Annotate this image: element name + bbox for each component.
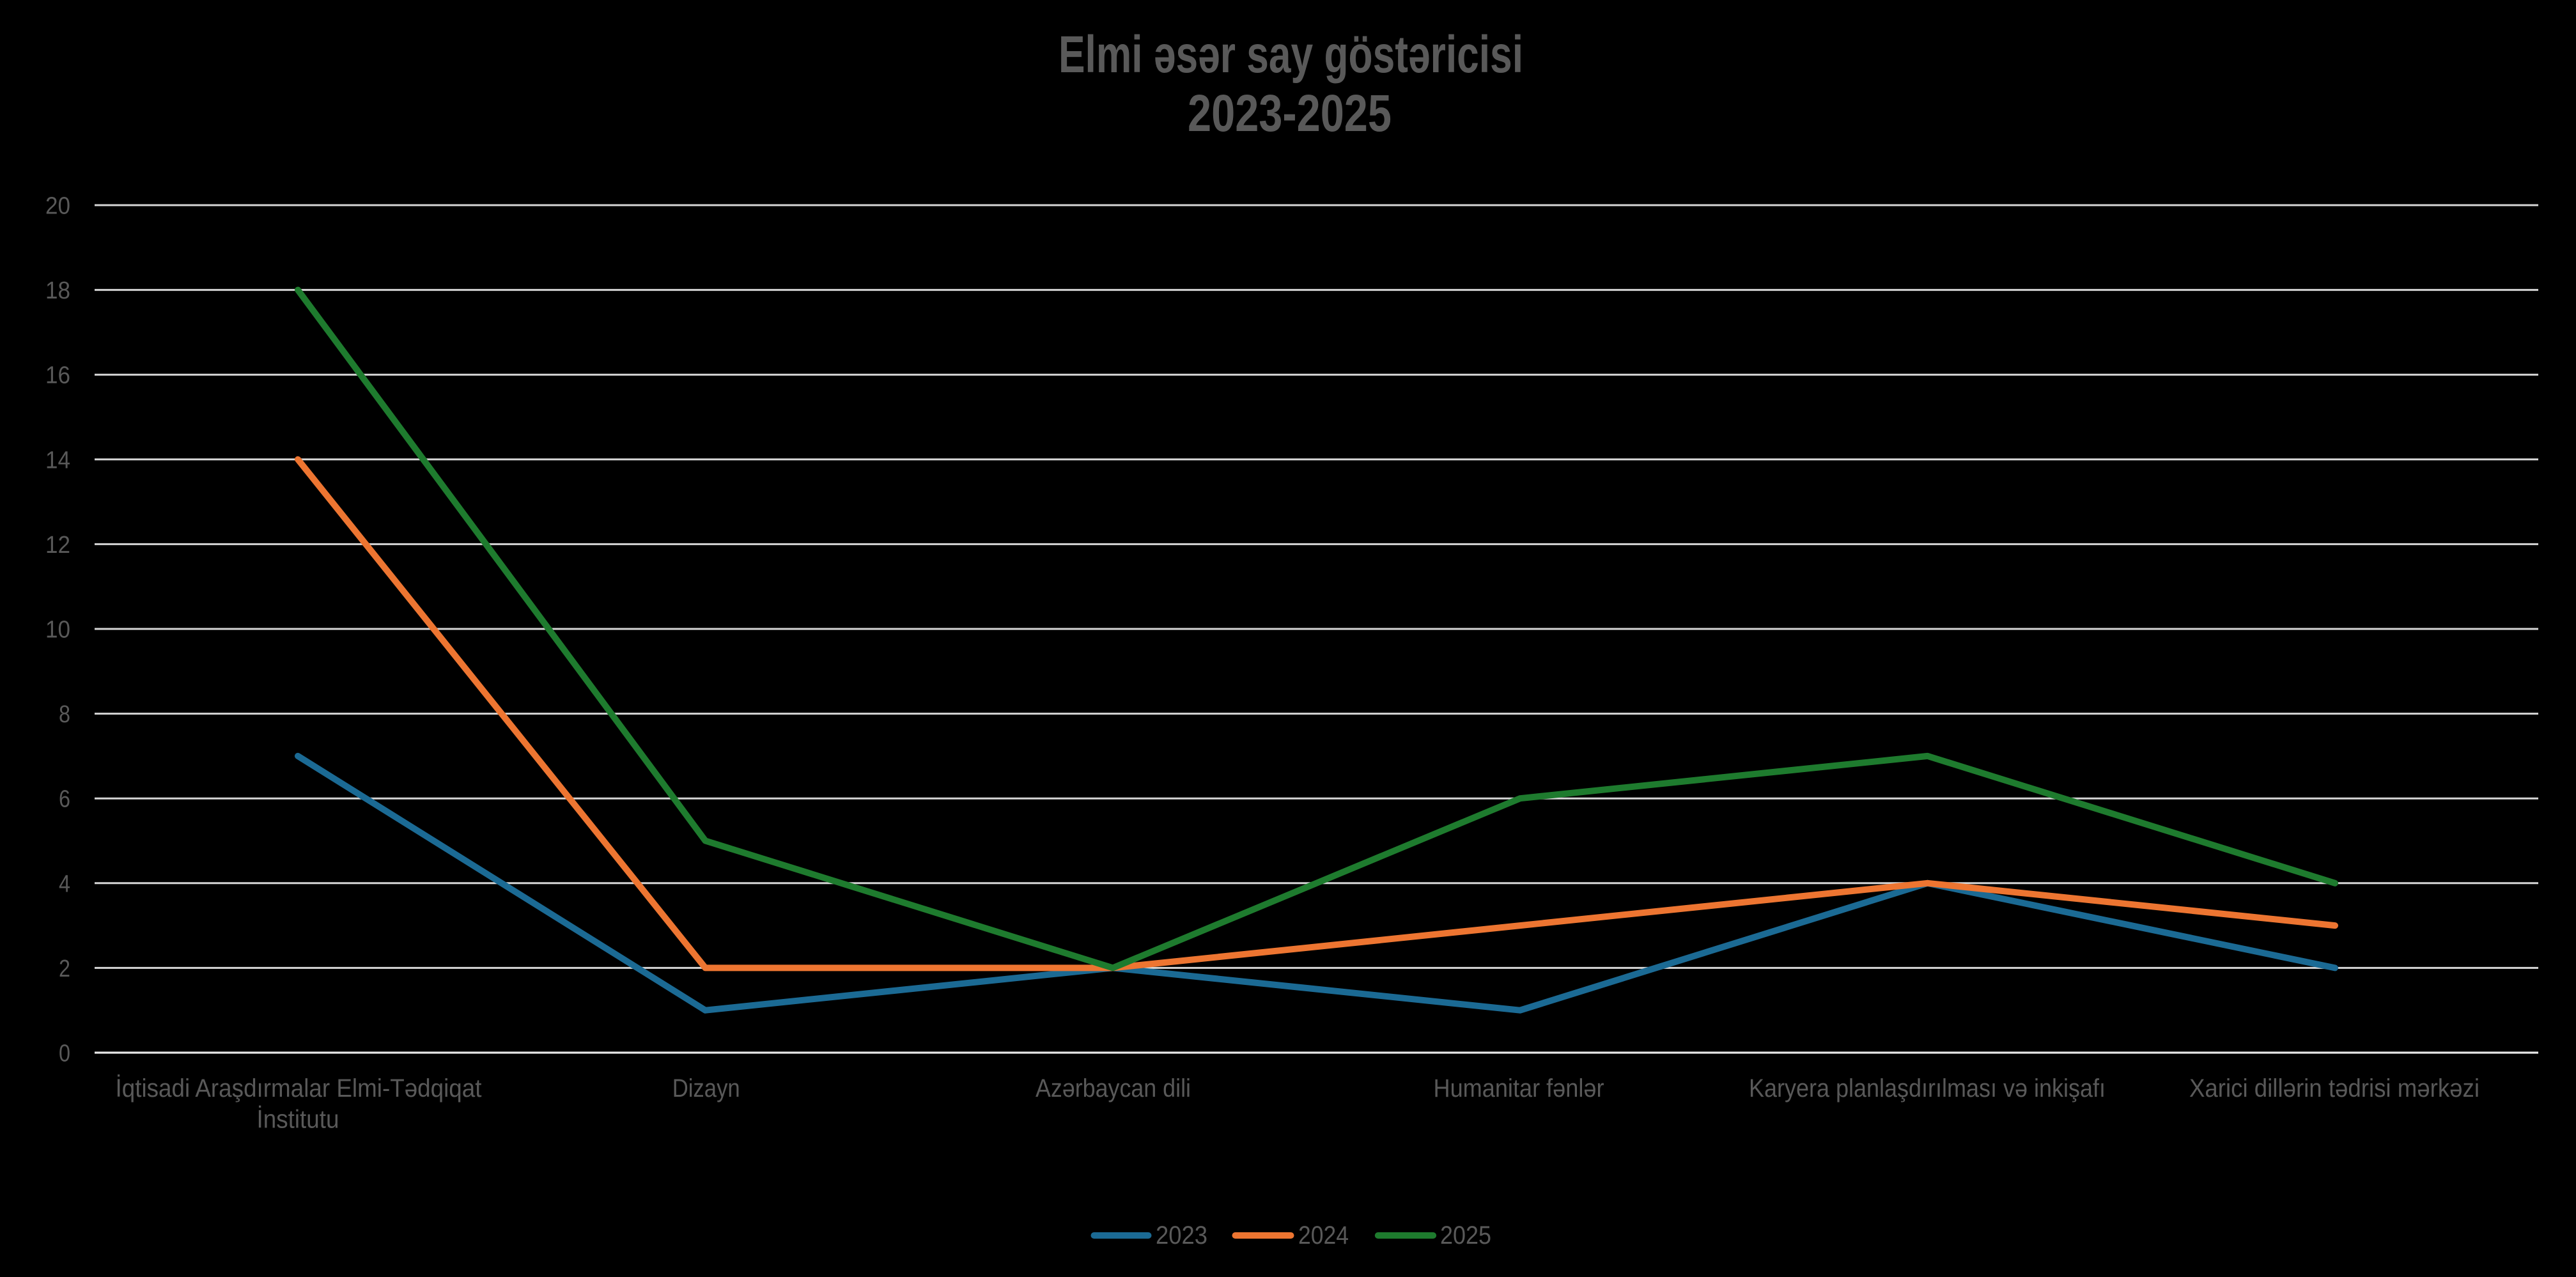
svg-text:Elmi əsər say göstəricisi: Elmi əsər say göstəricisi bbox=[1059, 26, 1523, 84]
svg-text:0: 0 bbox=[59, 1041, 70, 1067]
svg-text:2: 2 bbox=[59, 956, 70, 982]
svg-text:İnstitutu: İnstitutu bbox=[257, 1105, 339, 1134]
svg-text:4: 4 bbox=[59, 871, 70, 897]
svg-text:Xarici dillərin tədrisi mərkəz: Xarici dillərin tədrisi mərkəzi bbox=[2189, 1074, 2479, 1103]
svg-text:2023-2025: 2023-2025 bbox=[1188, 84, 1392, 143]
svg-text:Dizayn: Dizayn bbox=[672, 1074, 740, 1103]
svg-text:16: 16 bbox=[45, 362, 70, 389]
svg-text:Azərbaycan dili: Azərbaycan dili bbox=[1036, 1074, 1191, 1103]
svg-text:2023: 2023 bbox=[1156, 1221, 1207, 1250]
svg-text:2024: 2024 bbox=[1298, 1221, 1349, 1250]
svg-text:12: 12 bbox=[45, 532, 70, 559]
svg-text:14: 14 bbox=[45, 447, 70, 474]
svg-text:20: 20 bbox=[45, 193, 70, 220]
svg-text:8: 8 bbox=[59, 701, 70, 728]
svg-text:İqtisadi Araşdırmalar Elmi-Təd: İqtisadi Araşdırmalar Elmi-Tədqiqat bbox=[116, 1074, 482, 1103]
svg-text:Karyera planlaşdırılması və in: Karyera planlaşdırılması və inkişafı bbox=[1749, 1074, 2106, 1103]
svg-text:18: 18 bbox=[45, 277, 70, 304]
svg-text:10: 10 bbox=[45, 617, 70, 644]
svg-text:Humanitar fənlər: Humanitar fənlər bbox=[1434, 1074, 1604, 1103]
svg-text:6: 6 bbox=[59, 786, 70, 813]
svg-text:2025: 2025 bbox=[1440, 1221, 1491, 1250]
